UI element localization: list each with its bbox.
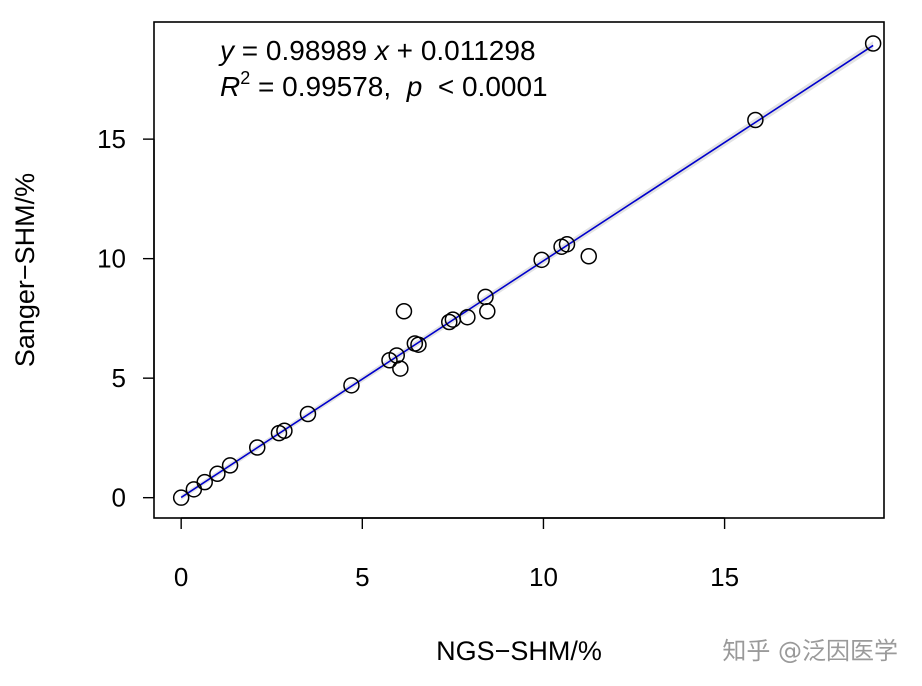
data-point <box>395 302 413 320</box>
data-point <box>343 377 360 394</box>
regression-line <box>180 44 874 499</box>
data-point <box>299 405 317 423</box>
data-point <box>864 35 882 52</box>
x-tick-label: 15 <box>710 562 739 592</box>
watermark-text: 知乎 @泛因医学 <box>722 637 898 665</box>
data-point <box>172 489 190 506</box>
data-point <box>580 248 597 265</box>
data-point <box>209 465 226 483</box>
data-point <box>410 336 427 353</box>
y-tick-label: 0 <box>112 483 126 513</box>
data-point <box>459 308 476 326</box>
y-tick-label: 15 <box>97 124 126 154</box>
x-tick-label: 0 <box>174 562 188 592</box>
regression-equation: y = 0.98989 x + 0.011298 <box>218 35 536 66</box>
y-tick-label: 5 <box>112 363 126 393</box>
y-tick-label: 10 <box>97 244 126 274</box>
data-point <box>221 457 239 474</box>
y-axis-title: Sanger−SHM/% <box>10 173 40 367</box>
x-axis-title: NGS−SHM/% <box>436 636 602 666</box>
data-point <box>558 236 576 253</box>
data-point <box>747 111 764 129</box>
x-tick-label: 10 <box>529 562 558 592</box>
data-point <box>249 439 266 456</box>
data-point <box>479 302 496 320</box>
data-point <box>196 473 213 491</box>
data-point <box>276 422 293 440</box>
data-point <box>392 360 409 377</box>
data-point <box>533 251 550 269</box>
data-point <box>388 347 405 364</box>
data-point <box>441 313 458 331</box>
r-squared-p-value: R2 = 0.99578, p < 0.0001 <box>220 68 548 102</box>
x-tick-label: 5 <box>355 562 369 592</box>
